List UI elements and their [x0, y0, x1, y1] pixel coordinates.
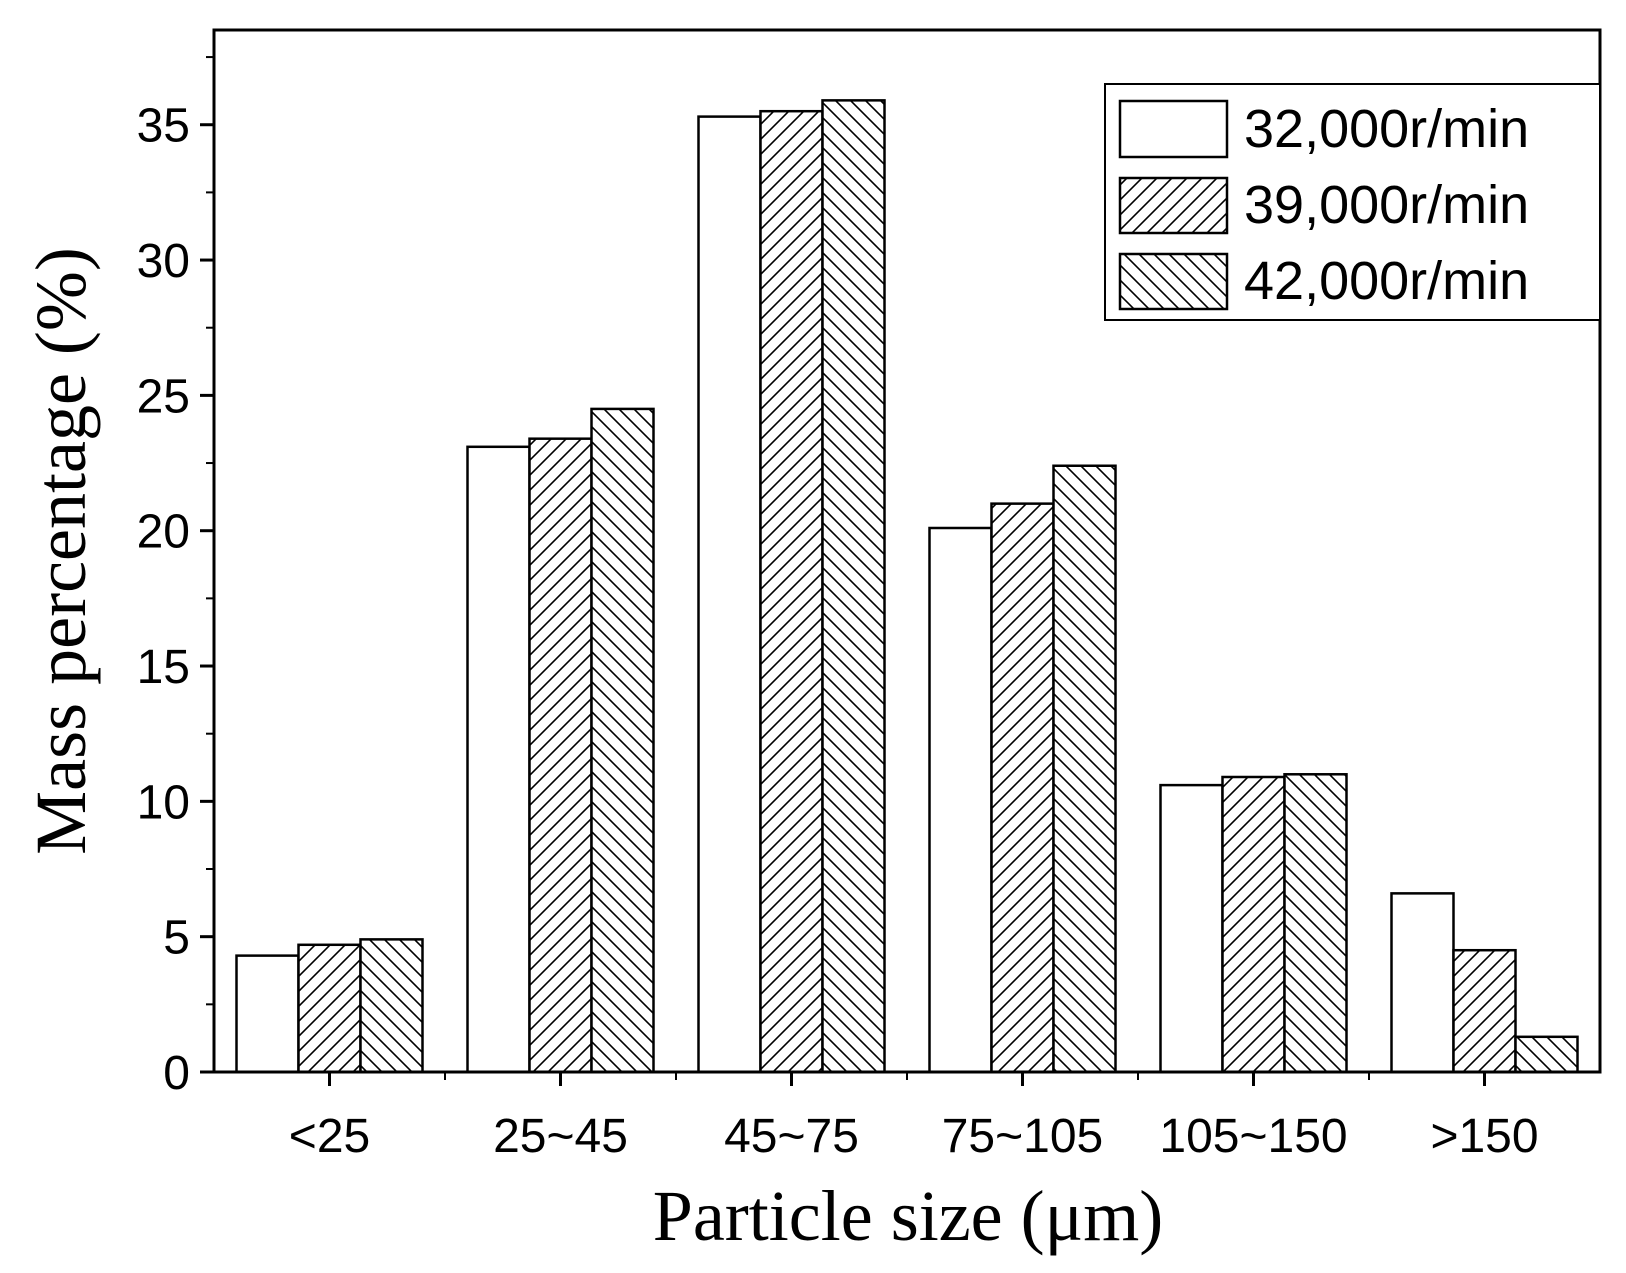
legend-swatch-42000 [1118, 252, 1229, 311]
y-tick-label: 10 [137, 776, 190, 829]
x-tick-label: <25 [289, 1110, 370, 1163]
bar-32-000r-min-75-105 [928, 526, 993, 1074]
y-tick-label: 35 [137, 100, 190, 153]
bar-32-000r-min-150 [1390, 892, 1455, 1074]
bar-39-000r-min-25-45 [528, 437, 593, 1074]
y-tick-label: 25 [137, 370, 190, 423]
bar-42-000r-min-105-150 [1283, 773, 1348, 1074]
bar-39-000r-min-25 [297, 943, 362, 1074]
bars-layer [235, 99, 1579, 1074]
bar-42-000r-min-25-45 [590, 407, 655, 1074]
y-tick-label: 15 [137, 641, 190, 694]
legend-label-39000: 39,000r/min [1244, 175, 1529, 235]
bar-42-000r-min-25 [359, 938, 424, 1074]
y-tick-label: 30 [137, 235, 190, 288]
x-axis-ticks: <25 25~45 45~75 75~105 105~150 >150 [289, 1072, 1539, 1163]
x-axis-title: Particle size (μm) [653, 1176, 1163, 1256]
y-axis-ticks: 0 5 10 15 20 25 30 35 [137, 56, 214, 1100]
x-tick-label: >150 [1430, 1110, 1538, 1163]
bar-32-000r-min-45-75 [697, 115, 762, 1074]
bar-32-000r-min-25-45 [466, 445, 531, 1074]
y-tick-label: 0 [163, 1047, 190, 1100]
legend-label-32000: 32,000r/min [1244, 99, 1529, 159]
legend-swatch-32000 [1118, 99, 1229, 159]
bar-39-000r-min-105-150 [1221, 775, 1286, 1074]
legend-label-42000: 42,000r/min [1244, 251, 1529, 311]
x-tick-label: 105~150 [1159, 1110, 1347, 1163]
bar-32-000r-min-105-150 [1159, 783, 1224, 1074]
bar-42-000r-min-45-75 [821, 99, 886, 1074]
bar-39-000r-min-150 [1452, 948, 1517, 1074]
bar-32-000r-min-25 [235, 954, 300, 1074]
legend-swatch-39000 [1118, 176, 1229, 235]
y-tick-label: 20 [137, 506, 190, 559]
bar-39-000r-min-75-105 [990, 502, 1055, 1074]
y-axis-title: Mass percentage (%) [21, 247, 101, 855]
x-tick-label: 45~75 [724, 1110, 859, 1163]
bar-39-000r-min-45-75 [759, 109, 824, 1074]
bar-42-000r-min-150 [1514, 1035, 1579, 1074]
y-tick-label: 5 [163, 912, 190, 965]
x-tick-label: 75~105 [942, 1110, 1104, 1163]
bar-42-000r-min-75-105 [1052, 464, 1117, 1074]
legend: 32,000r/min 39,000r/min 42,000r/min [1104, 83, 1601, 321]
x-tick-label: 25~45 [493, 1110, 628, 1163]
